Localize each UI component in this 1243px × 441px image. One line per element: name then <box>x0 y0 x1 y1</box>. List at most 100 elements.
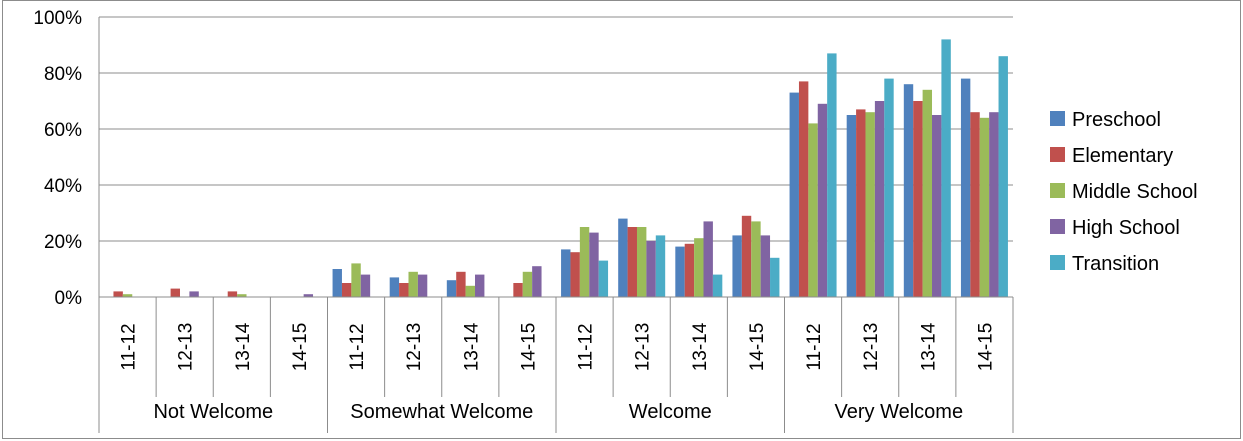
legend-swatch-middle-school <box>1050 183 1065 198</box>
x-tick-label: 12-13 <box>861 323 882 372</box>
y-tick-label: 60% <box>44 120 82 141</box>
bar-elementary <box>913 101 923 297</box>
x-tick-label: 13-14 <box>918 322 939 371</box>
bar-preschool <box>732 235 742 297</box>
x-tick-label: 11-12 <box>119 323 140 370</box>
legend-label-elementary: Elementary <box>1072 145 1173 167</box>
bar-elementary <box>341 283 352 297</box>
bar-transition <box>827 53 837 298</box>
bar-elementary <box>627 227 637 297</box>
x-tick-label: 11-12 <box>347 323 368 370</box>
bar-preschool <box>903 84 914 297</box>
bar-high-school <box>303 294 314 297</box>
bar-preschool <box>846 115 857 297</box>
bar-high-school <box>817 103 828 297</box>
bar-transition <box>770 257 780 297</box>
bar-elementary <box>570 252 580 297</box>
x-tick-label: 12-13 <box>633 323 654 372</box>
bar-preschool <box>561 249 571 297</box>
x-tick-label: 13-14 <box>461 322 482 371</box>
bar-middle-school <box>579 227 590 297</box>
bar-transition <box>712 274 723 297</box>
bar-middle-school <box>237 294 247 297</box>
bar-transition <box>998 56 1008 298</box>
legend-swatch-transition <box>1050 255 1065 270</box>
legend-label-high-school: High School <box>1072 217 1180 239</box>
x-tick-label: 11-12 <box>576 323 597 370</box>
bar-middle-school <box>408 271 418 297</box>
bar-high-school <box>989 112 999 297</box>
bar-preschool <box>446 280 457 297</box>
bar-elementary <box>798 81 809 298</box>
bar-high-school <box>360 274 371 297</box>
bar-high-school <box>589 232 599 297</box>
bar-high-school <box>532 266 542 297</box>
legend-swatch-elementary <box>1050 147 1065 162</box>
bar-elementary <box>170 288 180 297</box>
bar-middle-school <box>865 112 875 297</box>
x-tick-label: 13-14 <box>690 322 711 371</box>
bar-middle-school <box>979 117 990 297</box>
group-label: Somewhat Welcome <box>350 401 533 423</box>
legend-label-preschool: Preschool <box>1072 109 1161 131</box>
legend-label-middle-school: Middle School <box>1072 181 1198 203</box>
x-tick-label: 14-15 <box>518 323 539 372</box>
bar-high-school <box>703 221 713 297</box>
x-tick-label: 12-13 <box>176 323 197 372</box>
bar-high-school <box>760 235 771 297</box>
bar-middle-school <box>922 89 933 297</box>
bar-transition <box>884 78 894 297</box>
bar-high-school <box>475 274 485 297</box>
bar-elementary <box>513 283 523 297</box>
bar-elementary <box>684 243 695 297</box>
bar-transition <box>598 260 609 297</box>
group-label: Welcome <box>629 401 712 423</box>
bar-preschool <box>389 277 400 297</box>
x-tick-label: 11-12 <box>804 323 825 370</box>
bar-preschool <box>618 218 628 297</box>
bar-transition <box>655 235 666 297</box>
bar-preschool <box>960 78 971 297</box>
y-tick-label: 0% <box>55 288 83 309</box>
legend-label-transition: Transition <box>1072 253 1159 275</box>
bar-middle-school <box>694 238 704 297</box>
group-label: Not Welcome <box>153 401 273 423</box>
bar-middle-school <box>122 294 133 297</box>
bar-middle-school <box>751 221 761 297</box>
bar-middle-school <box>808 123 818 298</box>
legend-swatch-preschool <box>1050 111 1065 126</box>
bar-middle-school <box>522 271 533 297</box>
bar-high-school <box>932 115 942 297</box>
group-label: Very Welcome <box>835 401 964 423</box>
x-tick-label: 13-14 <box>233 322 254 371</box>
bar-middle-school <box>636 227 647 297</box>
bar-elementary <box>227 291 238 297</box>
y-tick-label: 80% <box>44 64 82 85</box>
bar-elementary <box>113 291 123 297</box>
legend-swatch-high-school <box>1050 219 1065 234</box>
bar-high-school <box>874 101 885 297</box>
x-tick-label: 12-13 <box>404 323 425 372</box>
bar-elementary <box>970 112 980 297</box>
bar-elementary <box>399 283 409 297</box>
bar-elementary <box>856 109 866 298</box>
y-tick-label: 100% <box>33 8 82 29</box>
bar-preschool <box>675 246 685 297</box>
bar-preschool <box>789 92 799 297</box>
bar-transition <box>941 39 951 298</box>
bar-high-school <box>417 274 428 297</box>
bar-high-school <box>189 291 199 297</box>
y-tick-label: 20% <box>44 232 82 253</box>
bar-middle-school <box>465 285 476 297</box>
x-tick-label: 14-15 <box>975 323 996 372</box>
bar-middle-school <box>351 263 361 297</box>
x-tick-label: 14-15 <box>290 323 311 372</box>
bar-preschool <box>332 269 342 297</box>
y-tick-label: 40% <box>44 176 82 197</box>
x-tick-label: 14-15 <box>747 323 768 372</box>
bar-high-school <box>646 241 656 297</box>
bar-elementary <box>741 215 752 297</box>
bar-elementary <box>456 271 466 297</box>
